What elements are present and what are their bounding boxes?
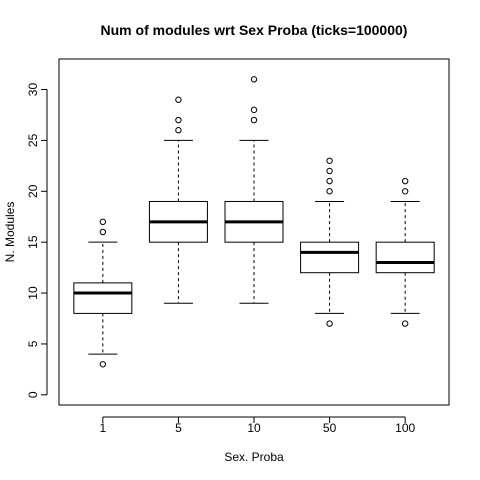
- y-tick-label: 5: [26, 340, 40, 347]
- box-group-100: [375, 177, 435, 327]
- y-tick-label: 0: [26, 391, 40, 398]
- box-group-10: [224, 76, 284, 304]
- box-iqr: [300, 241, 360, 274]
- y-tick-label: 25: [26, 133, 40, 147]
- outlier-point: [326, 157, 333, 164]
- y-axis-label: N. Modules: [3, 202, 17, 263]
- outlier-point: [175, 116, 182, 124]
- x-axis-label: Sex. Proba: [224, 450, 284, 464]
- outlier-point: [326, 167, 333, 175]
- outlier-point: [99, 228, 107, 236]
- box-iqr: [375, 241, 435, 274]
- y-tick-label: 15: [26, 235, 40, 249]
- box-group-1: [73, 218, 133, 368]
- outlier-point: [326, 188, 333, 195]
- outlier-point: [326, 177, 333, 185]
- outlier-point: [401, 177, 409, 185]
- outlier-point: [175, 96, 182, 103]
- x-tick-label: 50: [323, 421, 337, 435]
- x-axis: 1 5 10 50 100: [99, 416, 415, 435]
- outlier-point: [401, 188, 409, 195]
- x-tick-label: 100: [395, 421, 415, 435]
- y-axis: 0 5 10 15 20 25 30: [26, 83, 48, 398]
- outlier-point: [250, 76, 258, 83]
- box-iqr: [73, 282, 133, 314]
- outlier-point: [250, 116, 258, 124]
- y-tick-label: 20: [26, 184, 40, 198]
- x-tick-label: 5: [175, 421, 182, 435]
- outlier-point: [175, 127, 182, 134]
- chart-title: Num of modules wrt Sex Proba (ticks=1000…: [101, 22, 408, 38]
- outlier-point: [99, 361, 107, 368]
- box-group-5: [148, 96, 208, 304]
- x-tick-label: 10: [247, 421, 261, 435]
- outlier-point: [326, 320, 333, 327]
- outlier-point: [250, 106, 258, 114]
- y-tick-label: 10: [26, 286, 40, 300]
- outlier-point: [401, 320, 409, 327]
- x-tick-label: 1: [99, 421, 106, 435]
- box-series: [73, 76, 435, 368]
- plot-frame: [58, 58, 450, 406]
- outlier-point: [99, 218, 107, 226]
- y-tick-label: 30: [26, 83, 40, 97]
- box-group-50: [300, 157, 360, 327]
